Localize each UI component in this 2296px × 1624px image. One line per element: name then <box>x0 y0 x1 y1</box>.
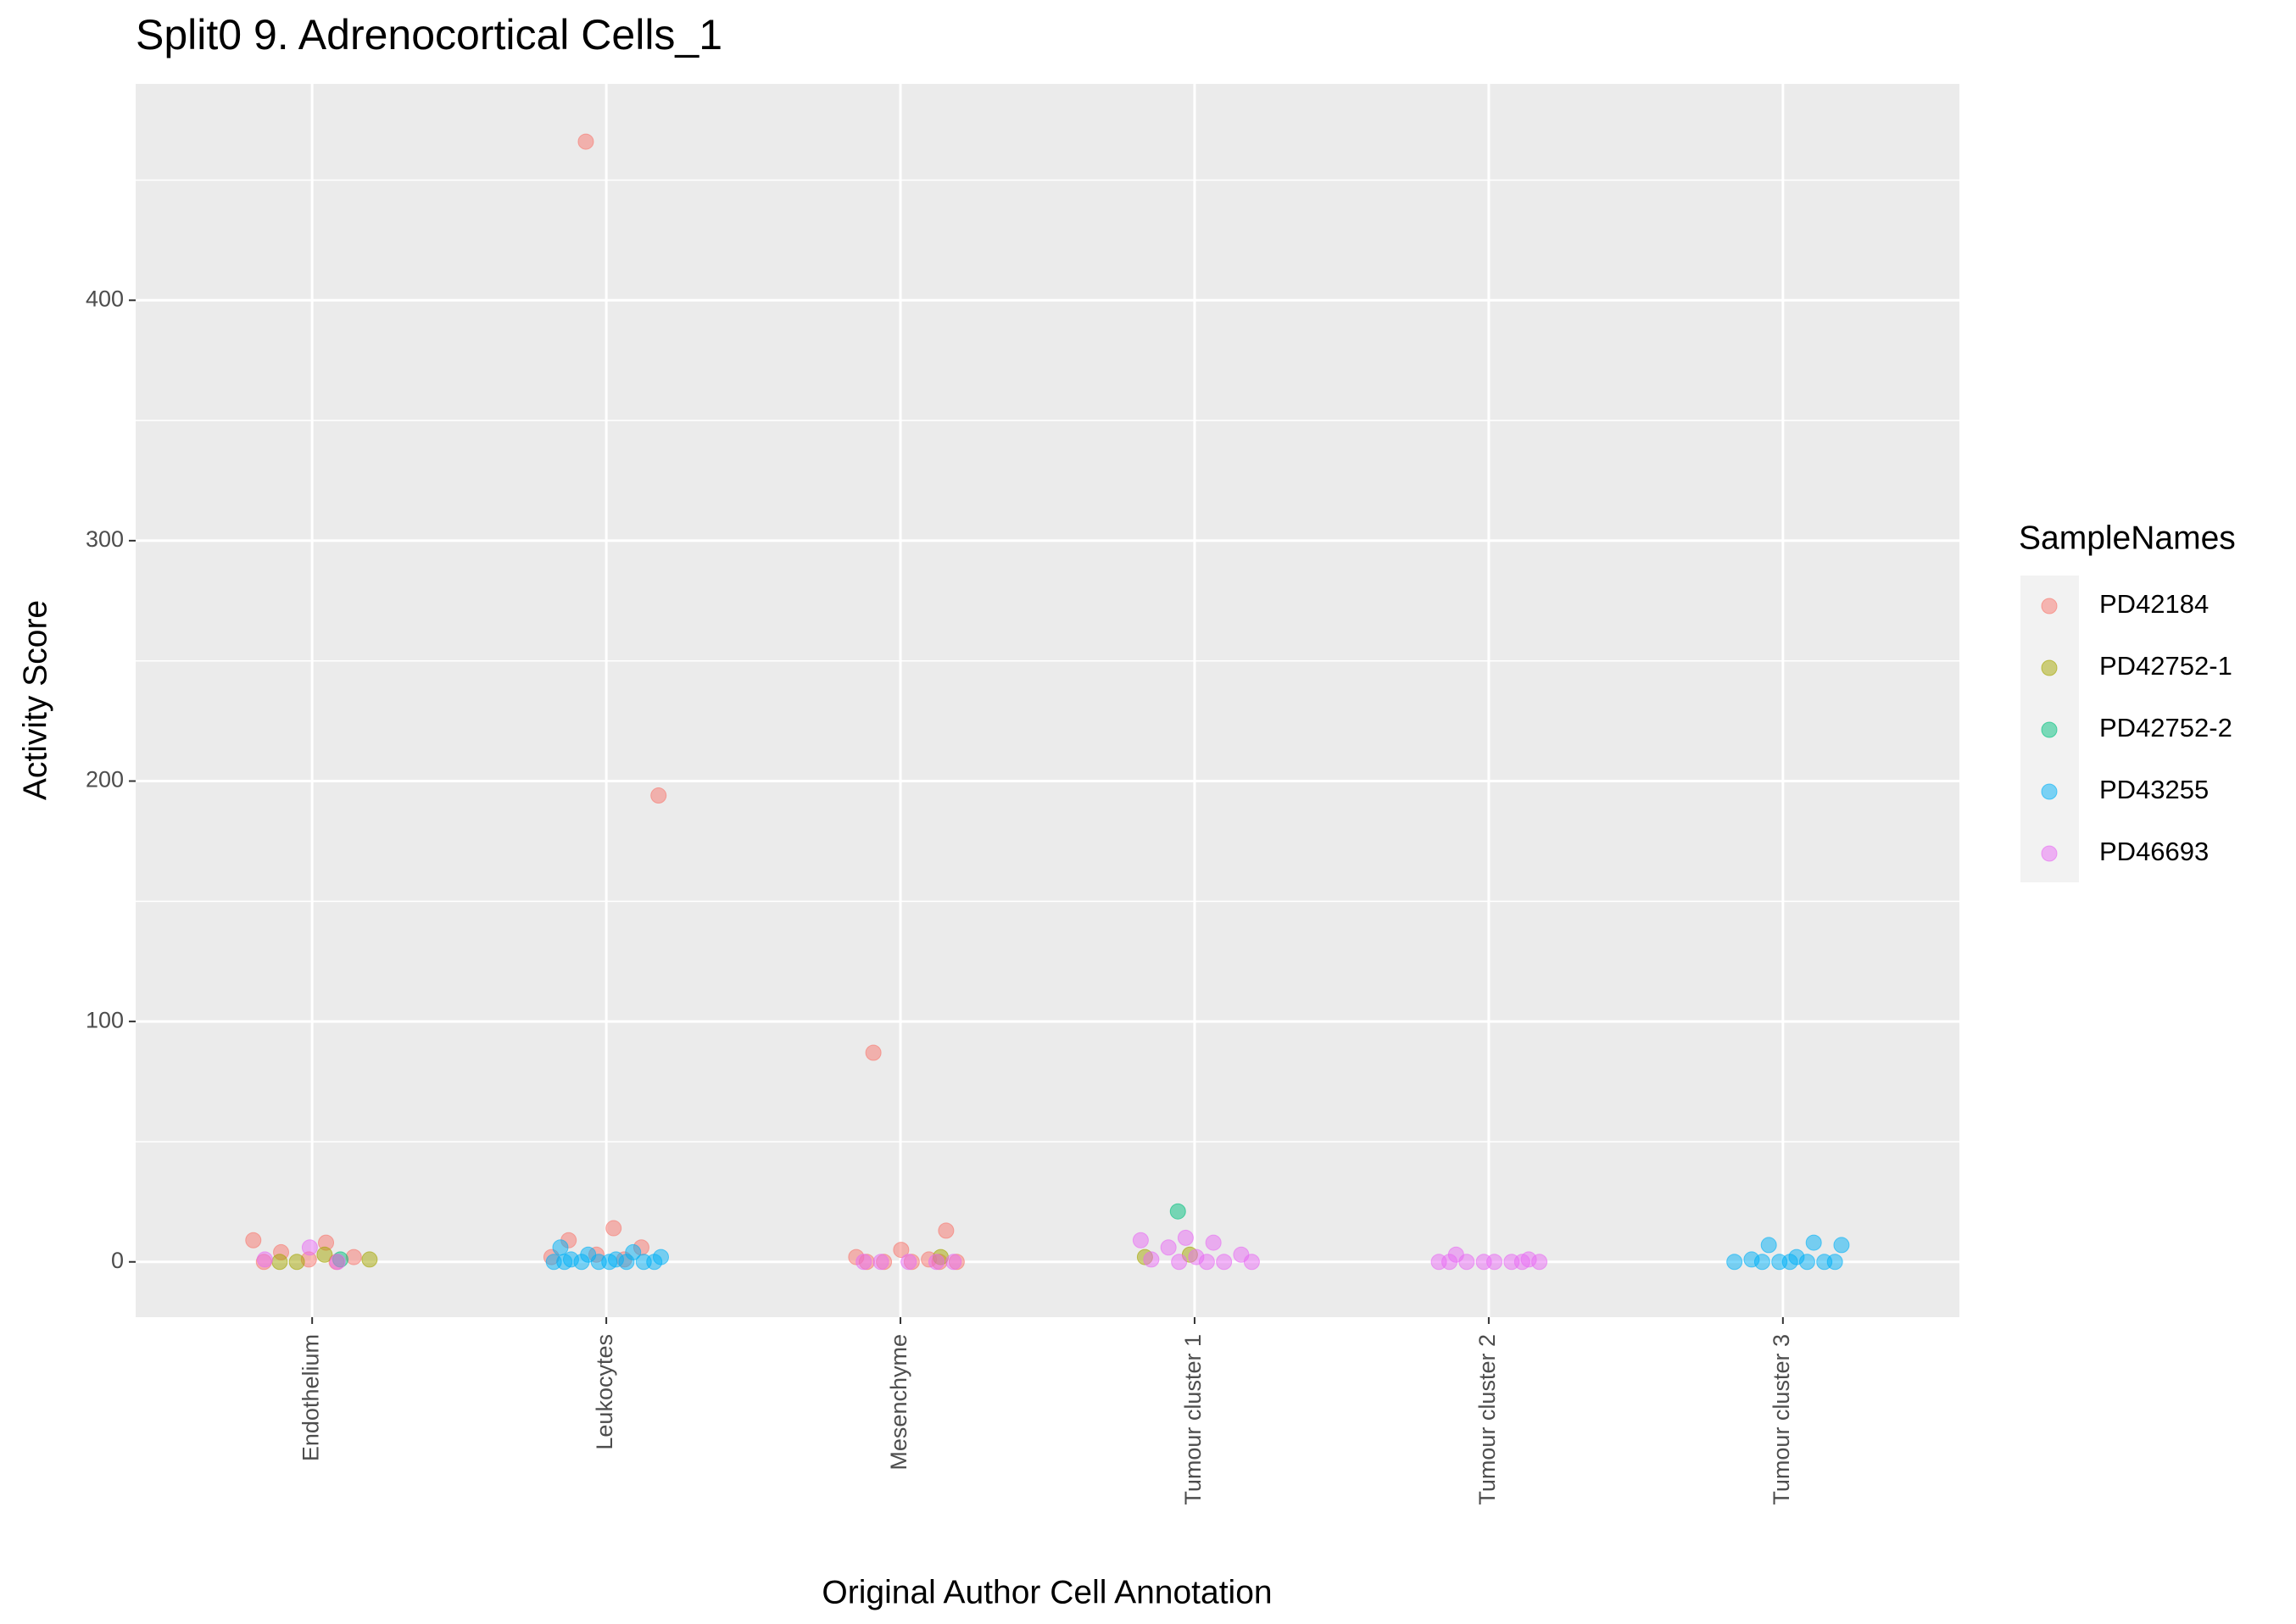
y-axis-title: Activity Score <box>17 600 53 800</box>
x-tick-label: Mesenchyme <box>886 1334 911 1471</box>
point <box>1177 1229 1194 1246</box>
legend-key <box>2041 845 2058 862</box>
point <box>1781 1254 1798 1271</box>
x-axis-title: Original Author Cell Annotation <box>822 1574 1272 1610</box>
x-tick-label: Tumour cluster 1 <box>1180 1334 1206 1505</box>
point <box>1760 1237 1777 1254</box>
x-tick-label: Tumour cluster 2 <box>1474 1334 1500 1505</box>
point <box>646 1254 663 1271</box>
y-tick-label: 0 <box>111 1248 124 1273</box>
point <box>1513 1254 1530 1271</box>
point <box>601 1254 618 1271</box>
legend-label: PD42184 <box>2099 589 2209 619</box>
chart-title: Split0 9. Adrenocortical Cells_1 <box>136 11 722 58</box>
point <box>556 1254 573 1271</box>
point <box>301 1239 318 1256</box>
point <box>1486 1254 1503 1271</box>
point <box>245 1232 262 1249</box>
legend-key <box>2041 783 2058 800</box>
point <box>288 1254 305 1271</box>
point <box>872 1254 889 1271</box>
y-tick-label: 300 <box>86 526 124 552</box>
legend-key <box>2041 659 2058 676</box>
point <box>361 1251 378 1268</box>
point <box>577 133 594 150</box>
point <box>316 1246 333 1263</box>
x-tick-label: Endothelium <box>298 1334 323 1461</box>
point <box>1216 1254 1233 1271</box>
legend-key <box>2041 598 2058 615</box>
point <box>1243 1254 1260 1271</box>
legend-label: PD42752-1 <box>2099 651 2232 681</box>
point <box>945 1254 962 1271</box>
point <box>1458 1254 1475 1271</box>
point <box>928 1254 945 1271</box>
point <box>256 1251 273 1268</box>
point <box>552 1239 569 1256</box>
point <box>1169 1203 1186 1220</box>
legend-label: PD43255 <box>2099 775 2209 804</box>
point <box>900 1254 917 1271</box>
point <box>1833 1237 1850 1254</box>
legend-label: PD42752-2 <box>2099 713 2232 742</box>
point <box>865 1044 882 1061</box>
point <box>1531 1254 1548 1271</box>
point <box>1160 1239 1177 1256</box>
point <box>650 787 667 804</box>
point <box>938 1222 955 1239</box>
point <box>1441 1254 1458 1271</box>
x-tick-label: Tumour cluster 3 <box>1769 1334 1794 1505</box>
point <box>1205 1234 1222 1251</box>
y-tick-label: 200 <box>86 767 124 793</box>
y-tick-label: 400 <box>86 286 124 311</box>
point <box>1798 1254 1815 1271</box>
point <box>1198 1254 1215 1271</box>
x-tick-label: Leukocytes <box>592 1334 617 1450</box>
point <box>855 1254 872 1271</box>
point <box>1143 1251 1160 1268</box>
point <box>573 1254 590 1271</box>
panel <box>136 84 1959 1317</box>
y-tick-label: 100 <box>86 1007 124 1032</box>
point <box>329 1254 346 1271</box>
point <box>345 1249 362 1265</box>
legend-key <box>2041 721 2058 738</box>
point <box>605 1220 622 1237</box>
legend-label: PD46693 <box>2099 837 2209 866</box>
point <box>1726 1254 1743 1271</box>
point <box>271 1254 288 1271</box>
point <box>1171 1254 1188 1271</box>
point <box>1132 1232 1149 1249</box>
point <box>1826 1254 1843 1271</box>
point <box>1805 1234 1822 1251</box>
legend-title: SampleNames <box>2019 520 2236 556</box>
point <box>618 1254 635 1271</box>
point <box>1753 1254 1770 1271</box>
point <box>893 1242 910 1259</box>
